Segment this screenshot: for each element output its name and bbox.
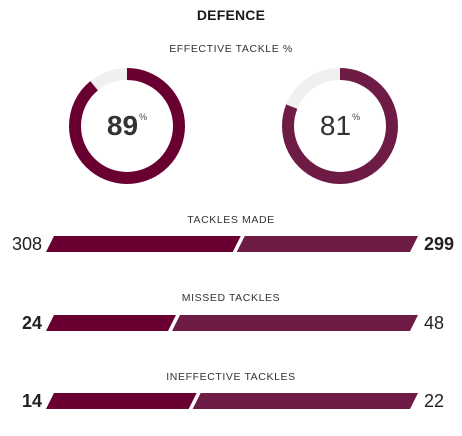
- missed-tackles-row: 24 48: [0, 313, 462, 333]
- missed-tackles-bars: [46, 315, 418, 331]
- missed-tackles-away-bar: [172, 315, 418, 331]
- tackles-made-home-value: 308: [11, 234, 42, 254]
- away-percent-sign: %: [352, 112, 361, 122]
- home-effective-tackle-donut: 89 %: [66, 65, 188, 187]
- missed-tackles-away-value: 48: [424, 313, 445, 333]
- section-title: DEFENCE: [196, 7, 266, 23]
- ineffective-tackles-away-value: 22: [424, 391, 445, 411]
- missed-tackles-home-value: 24: [21, 313, 42, 333]
- ineffective-tackles-bars: [46, 393, 418, 409]
- ineffective-tackles-home-value: 14: [21, 391, 42, 411]
- home-percent-sign: %: [139, 112, 148, 122]
- tackles-made-row: 308 299: [0, 234, 462, 254]
- tackles-made-away-bar: [236, 236, 418, 252]
- away-donut-arc: [282, 68, 398, 184]
- tackles-made-away-value: 299: [424, 234, 455, 254]
- tackles-made-bars: [46, 236, 418, 252]
- ineffective-tackles-away-bar: [192, 393, 418, 409]
- tackles-made-label: TACKLES MADE: [187, 214, 275, 226]
- home-donut-arc: [69, 68, 185, 184]
- tackles-made-home-bar: [46, 236, 241, 252]
- missed-tackles-label: MISSED TACKLES: [181, 292, 281, 304]
- effective-tackle-label: EFFECTIVE TACKLE %: [169, 43, 293, 55]
- ineffective-tackles-home-bar: [46, 393, 197, 409]
- away-effective-tackle-value: 81: [319, 110, 352, 141]
- ineffective-tackles-label: INEFFECTIVE TACKLES: [166, 371, 296, 383]
- home-effective-tackle-value: 89: [106, 110, 139, 141]
- missed-tackles-home-bar: [46, 315, 176, 331]
- away-effective-tackle-donut: 81 %: [279, 65, 401, 187]
- ineffective-tackles-row: 14 22: [0, 391, 462, 411]
